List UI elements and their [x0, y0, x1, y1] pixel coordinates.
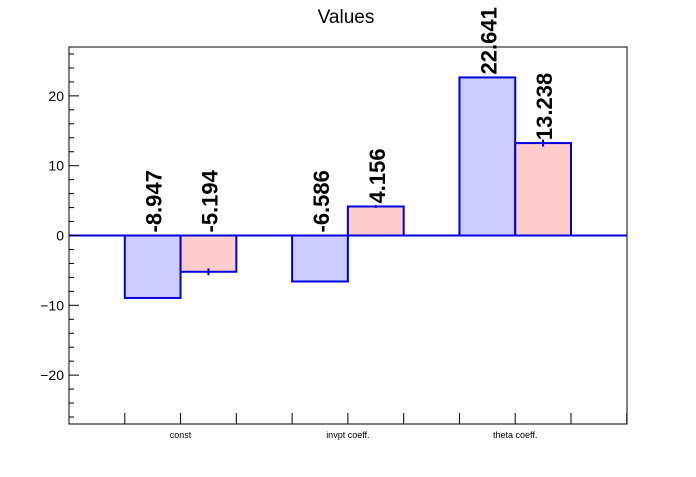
bar-value-label: -8.947	[142, 170, 167, 232]
bar	[458, 76, 517, 237]
chart-title: Values	[318, 7, 375, 28]
bar	[123, 234, 182, 299]
bar-value-label: 13.238	[532, 73, 557, 140]
x-tick-label: invpt coeff.	[326, 430, 369, 440]
bar-value-label: -5.194	[197, 169, 222, 232]
bar-value-label: -6.586	[309, 170, 334, 232]
y-tick-label: −10	[40, 297, 64, 313]
bar	[346, 205, 405, 237]
bar	[291, 234, 349, 283]
y-tick-label: 20	[48, 88, 64, 104]
y-tick-label: 10	[48, 158, 64, 174]
labels-layer: -8.947 -5.194 -6.586 4.156 22.641 13.238	[142, 7, 557, 232]
x-tick-label: theta coeff.	[493, 430, 537, 440]
x-tick-label: const	[170, 430, 192, 440]
y-tick-label: 0	[56, 228, 64, 244]
bar-value-label: 4.156	[365, 148, 390, 203]
bar	[514, 142, 573, 237]
y-tick-label: −20	[40, 367, 64, 383]
bar	[179, 234, 238, 273]
axis-layer: const invpt coeff. theta coeff. −20 −10 0 10 20	[40, 46, 628, 440]
bars-layer	[123, 76, 573, 299]
bar-value-label: 22.641	[476, 7, 501, 74]
